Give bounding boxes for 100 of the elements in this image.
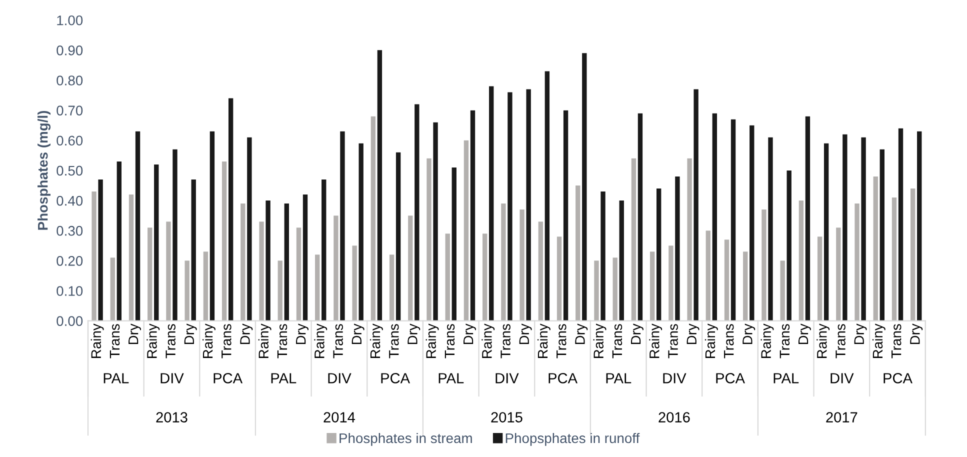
bar — [154, 164, 159, 321]
bar — [278, 260, 282, 321]
x-tick-label: Dry — [854, 324, 867, 344]
text: PCA — [214, 373, 243, 384]
bar — [842, 134, 848, 321]
y-tick-label: 0.90 — [56, 46, 83, 56]
x-tick-label: Rainy — [649, 324, 662, 358]
bar — [750, 125, 754, 321]
bar — [203, 252, 208, 321]
x-tick-label: Rainy — [872, 324, 886, 358]
x-tick-label: Trans — [612, 324, 622, 358]
bar — [482, 234, 488, 321]
bar — [358, 143, 364, 321]
x-tick-label: Dry — [296, 324, 308, 344]
bar — [824, 143, 829, 321]
x-tick-label: Dry — [464, 324, 476, 344]
x-tick-label: Trans — [333, 324, 343, 358]
x-tick-label: Rainy — [704, 324, 718, 358]
bar — [556, 236, 562, 321]
bar — [730, 119, 736, 321]
x-tick-label: Rainy — [537, 324, 550, 358]
bar — [210, 131, 215, 321]
bar — [631, 158, 636, 321]
bar — [873, 176, 878, 321]
bar — [396, 152, 401, 321]
bar — [452, 167, 456, 321]
x-tick-label: Rainy — [314, 324, 328, 358]
bar — [910, 188, 916, 321]
bar — [426, 158, 432, 321]
bar — [470, 110, 476, 321]
y-tick-label: 0.30 — [56, 226, 83, 236]
bar — [135, 131, 140, 321]
y-tick-label: 1.00 — [57, 15, 83, 26]
text: 2016 — [658, 412, 690, 422]
bar — [805, 116, 810, 321]
bar — [898, 128, 904, 321]
text: 2014 — [324, 412, 356, 422]
legend-label: Phopsphates in runoff — [506, 432, 640, 446]
bar — [166, 222, 171, 321]
bar — [315, 254, 320, 321]
text: DIV — [830, 373, 854, 384]
x-tick-label: Trans — [668, 324, 678, 358]
x-tick-label: Dry — [240, 324, 253, 344]
x-tick-label: Dry — [128, 324, 141, 344]
bar — [526, 89, 531, 321]
bar — [266, 200, 270, 321]
bar — [240, 204, 246, 321]
text: PAL — [606, 373, 632, 384]
x-tick-label: Dry — [575, 324, 588, 344]
bar — [98, 179, 103, 321]
bar — [352, 246, 357, 321]
bar — [594, 260, 599, 321]
x-tick-label: Dry — [742, 324, 756, 344]
text: PCA — [548, 373, 578, 384]
y-tick-label: 0.70 — [56, 106, 83, 116]
bar — [128, 194, 134, 321]
bar — [433, 122, 438, 321]
y-tick-label: 0.10 — [56, 286, 83, 296]
y-tick-label: 0.80 — [56, 76, 83, 86]
text: 2015 — [491, 412, 522, 422]
bar — [184, 260, 190, 321]
bar — [322, 179, 326, 321]
bar — [694, 89, 698, 321]
x-tick-label: Dry — [910, 324, 923, 344]
bar — [92, 192, 96, 321]
bar — [892, 198, 897, 321]
x-tick-label: Trans — [277, 324, 288, 358]
x-tick-label: Trans — [166, 324, 176, 358]
y-tick-label: 0.50 — [56, 166, 83, 176]
bar — [687, 158, 692, 321]
x-tick-label: Rainy — [593, 324, 606, 358]
bar — [148, 228, 152, 321]
x-tick-label: Rainy — [146, 324, 160, 358]
bar — [110, 258, 115, 321]
bar — [861, 137, 866, 321]
text: PCA — [884, 373, 912, 384]
bar — [408, 216, 413, 321]
bar — [228, 98, 234, 321]
text: PCA — [381, 373, 410, 384]
bar — [464, 140, 469, 321]
bar — [191, 179, 196, 321]
x-tick-label: Dry — [686, 324, 700, 344]
x-tick-label: Rainy — [202, 324, 216, 358]
text: PAL — [774, 373, 799, 384]
bar — [370, 116, 376, 321]
bar — [668, 246, 674, 321]
bar — [582, 53, 587, 321]
y-tick-label: 0.00 — [56, 316, 83, 326]
x-tick-label: Trans — [780, 324, 790, 358]
bar — [172, 149, 178, 321]
x-tick-label: Trans — [110, 324, 120, 358]
bar — [798, 200, 804, 321]
x-tick-label: Trans — [500, 324, 510, 358]
bar — [712, 113, 718, 321]
bar — [377, 50, 382, 321]
text: DIV — [663, 373, 686, 384]
bar — [445, 234, 450, 321]
bar — [296, 228, 302, 321]
x-tick-label: Dry — [352, 324, 364, 344]
bar — [836, 228, 841, 321]
